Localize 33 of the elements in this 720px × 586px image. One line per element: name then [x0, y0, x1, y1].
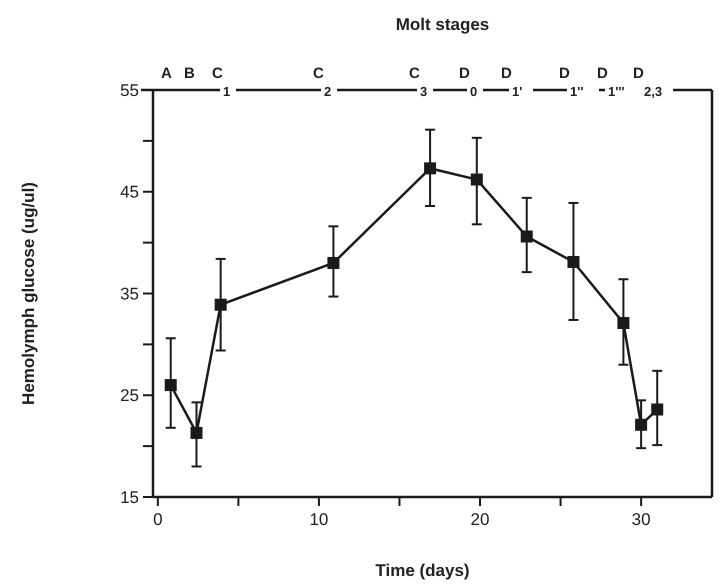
point: [164, 379, 177, 392]
y-axis-title: Hemolymph glucose (ug/ul): [19, 182, 38, 405]
annotation: D1'': [559, 65, 584, 99]
annotation: C1: [212, 65, 230, 99]
text: A: [161, 65, 172, 82]
point: [520, 230, 533, 243]
y-tick-label: 55: [120, 80, 139, 100]
y-tick-label: 25: [120, 386, 139, 406]
annotation: D2,3: [633, 65, 662, 99]
point: [651, 403, 664, 416]
annotation: D0: [459, 65, 478, 99]
annotation: C3: [409, 65, 428, 99]
x-tick-label: 20: [470, 510, 490, 529]
point: [327, 256, 340, 269]
y-tick-label: 35: [120, 284, 139, 304]
annotation: D1''': [597, 65, 625, 99]
y-tick-label: 15: [120, 488, 139, 507]
point: [214, 298, 227, 311]
text: B: [184, 65, 195, 82]
annotation: C2: [313, 65, 332, 99]
point: [470, 174, 483, 186]
x2-axis-title: Molt stages: [396, 15, 490, 34]
point: [424, 162, 436, 174]
point: [635, 418, 648, 431]
point: [617, 317, 630, 330]
point: [567, 256, 580, 268]
y-tick-label: 45: [120, 182, 139, 202]
x-axis-title: Time (days): [375, 561, 470, 580]
x-tick-label: 0: [153, 510, 163, 529]
x-tick-label: 30: [632, 510, 651, 529]
x-tick-label: 10: [309, 510, 328, 529]
point: [190, 426, 202, 439]
annotation: D1': [501, 65, 522, 99]
